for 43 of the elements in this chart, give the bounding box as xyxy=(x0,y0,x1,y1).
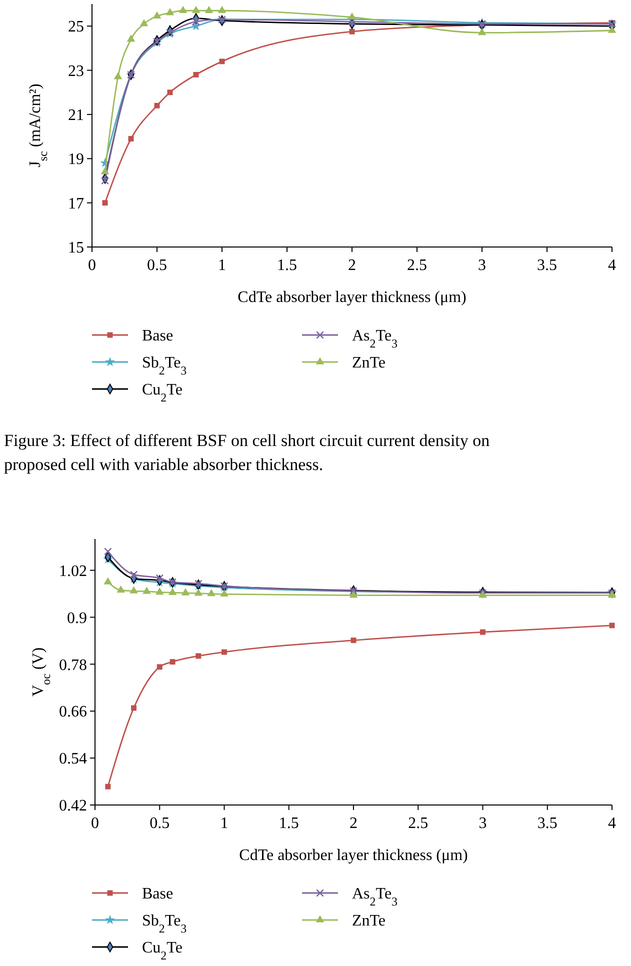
x-tick-label: 0 xyxy=(88,257,96,274)
y-tick-label: 23 xyxy=(68,62,84,80)
legend-label: Cu$_{2}$Te xyxy=(142,940,182,963)
caption: Figure 3: Effect of different BSF on cell short circuit current density on proposed cell with variable absorber thickness. xyxy=(4,431,490,474)
x-tick-label: 1 xyxy=(218,257,226,274)
y-tick-label: 25 xyxy=(68,18,84,36)
x-tick-label: 3.5 xyxy=(537,815,558,832)
x-tick-label: 2.5 xyxy=(407,257,427,274)
x-tick-label: 0.5 xyxy=(147,257,167,274)
y-tick-label: 0.9 xyxy=(67,610,87,627)
x-tick-label: 3.5 xyxy=(537,257,557,274)
x-tick-label: 0 xyxy=(91,815,99,832)
x-axis-title: CdTe absorber layer thickness (μm) xyxy=(239,847,468,864)
y-tick-label: 1.02 xyxy=(59,562,87,580)
x-tick-label: 1.5 xyxy=(278,815,299,832)
x-tick-label: 2 xyxy=(350,815,358,832)
legend-label: Cu$_{2}$Te xyxy=(142,382,182,405)
x-axis-title: CdTe absorber layer thickness (μm) xyxy=(238,289,466,306)
x-tick-label: 1.5 xyxy=(277,257,297,274)
legend-label: Sb$_{2}$Te$_{3}$ xyxy=(142,354,187,378)
y-tick-label: 0.54 xyxy=(59,750,87,768)
x-tick-label: 2.5 xyxy=(408,815,428,832)
x-tick-label: 4 xyxy=(608,257,616,274)
y-tick-label: 0.42 xyxy=(59,798,87,815)
legend-label: ZnTe xyxy=(352,912,386,930)
legend-label: Sb$_{2}$Te$_{3}$ xyxy=(142,912,187,936)
legend-label: As$_{2}$Te$_{3}$ xyxy=(352,886,398,909)
y-tick-label: 0.66 xyxy=(59,704,87,721)
y-tick-label: 21 xyxy=(68,107,84,124)
legend-label: Base xyxy=(142,328,174,345)
y-tick-label: 0.78 xyxy=(59,656,87,674)
x-tick-label: 4 xyxy=(608,815,616,832)
x-tick-label: 3 xyxy=(478,815,487,832)
y-tick-label: 17 xyxy=(68,195,84,212)
x-tick-label: 3 xyxy=(478,257,486,274)
x-tick-label: 0.5 xyxy=(150,815,170,832)
y-tick-label: 15 xyxy=(68,240,84,257)
legend-label: As$_{2}$Te$_{3}$ xyxy=(352,328,398,351)
x-tick-label: 2 xyxy=(348,257,356,274)
y-tick-label: 19 xyxy=(68,151,84,168)
x-tick-label: 1 xyxy=(220,815,228,832)
legend-label: Base xyxy=(142,886,174,903)
legend-label: ZnTe xyxy=(352,354,386,372)
